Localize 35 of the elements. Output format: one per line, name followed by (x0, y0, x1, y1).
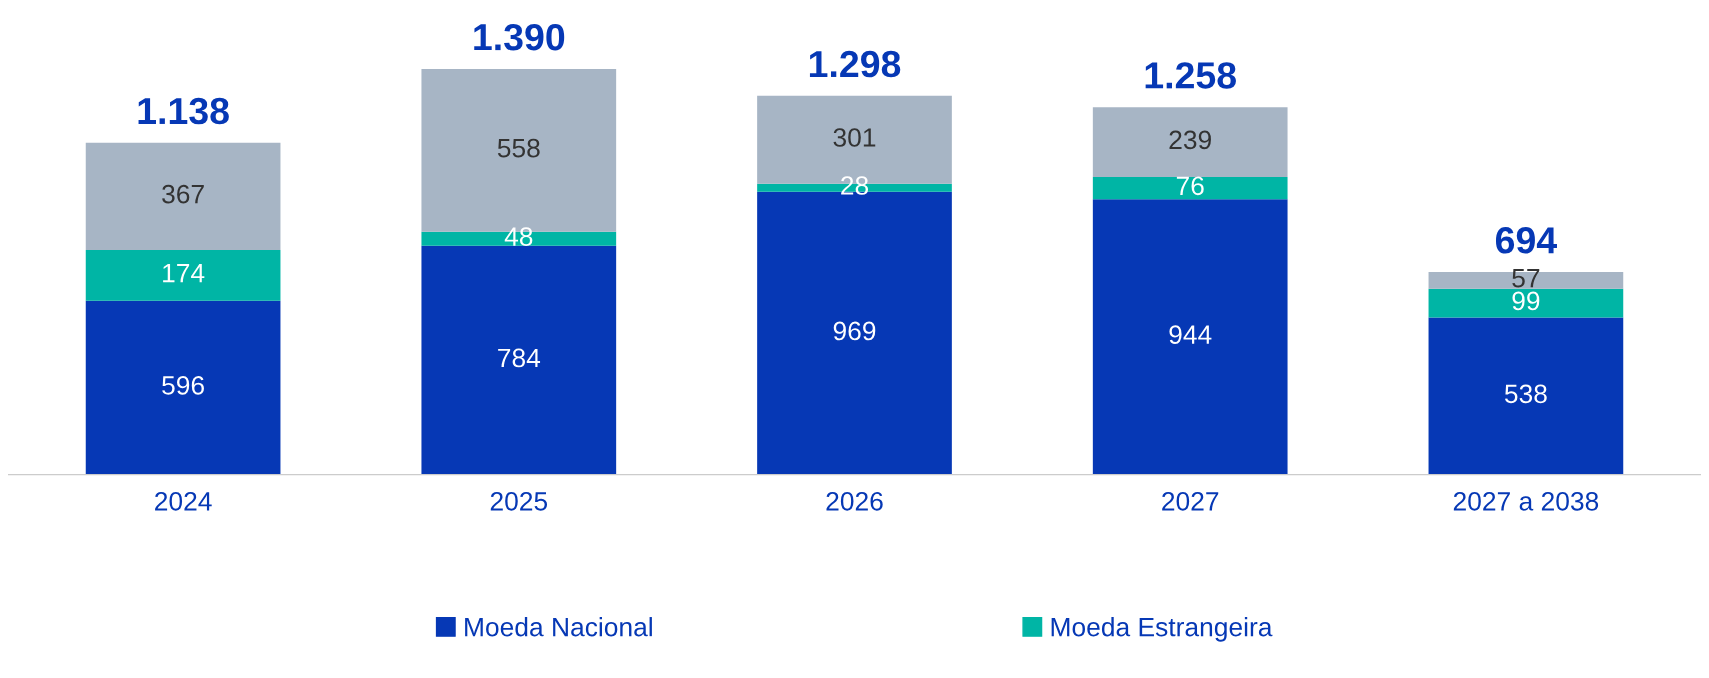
x-tick-label: 2025 (490, 491, 548, 511)
x-tick-label: 2027 (1162, 491, 1219, 511)
data-label: 784 (498, 348, 541, 368)
data-label: 596 (162, 376, 204, 395)
total-label: 1.298 (809, 50, 901, 78)
data-label: 48 (504, 227, 533, 246)
total-label: 1.138 (138, 97, 229, 125)
data-label: 57 (1512, 269, 1540, 288)
data-label: 944 (1169, 325, 1212, 344)
data-label: 558 (497, 138, 540, 158)
total-label: 694 (1495, 227, 1557, 254)
data-label: 76 (1176, 176, 1204, 196)
bar (85, 142, 281, 250)
data-label: 538 (1504, 384, 1547, 404)
data-label: 969 (833, 321, 876, 341)
bar (1092, 107, 1288, 177)
bar (1092, 199, 1288, 475)
total-label: 1.390 (474, 23, 565, 51)
data-label: 301 (833, 128, 876, 147)
total-label: 1.258 (1145, 62, 1236, 89)
bar (1428, 317, 1624, 475)
legend-label: Moeda Estrangeira (1051, 617, 1273, 642)
x-tick-label: 2026 (826, 491, 883, 511)
data-label: 174 (163, 263, 205, 283)
bar (1092, 176, 1288, 200)
data-label: 367 (162, 184, 204, 204)
legend-label: Moeda Nacional (465, 617, 652, 637)
x-tick-label: 2024 (155, 491, 212, 511)
data-label: 239 (1169, 130, 1211, 150)
data-label: 99 (1512, 291, 1540, 311)
bar (85, 300, 281, 475)
bar (1428, 288, 1624, 318)
bar (85, 249, 281, 301)
bar (421, 245, 617, 475)
x-tick-label: 2027 a 2038 (1453, 491, 1599, 511)
